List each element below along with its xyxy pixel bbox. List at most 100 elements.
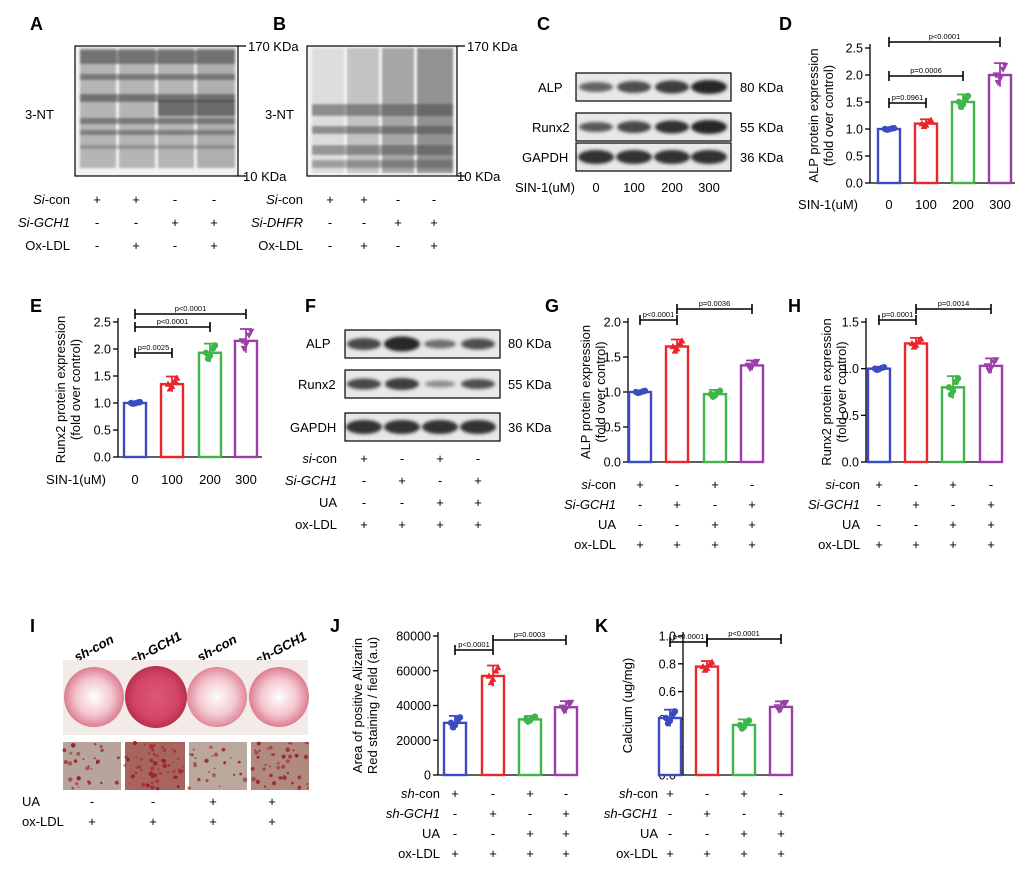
chart-g-cond-sign-4-2: + <box>673 537 681 552</box>
chart-k-point <box>745 717 753 724</box>
blot-c-gapdh-band-4 <box>691 150 727 164</box>
chart-j-cond-sign-4-2: + <box>489 846 497 861</box>
blot-c-lane-3: 200 <box>661 180 683 195</box>
stain-speck <box>176 785 180 788</box>
chart-k-ytick-label-5: 0.8 <box>659 657 676 671</box>
chart-k-point <box>708 658 716 665</box>
stain-speck <box>276 761 280 765</box>
stain-speck <box>230 756 232 759</box>
micrograph-3 <box>189 742 247 790</box>
blot-c-kda-alp: 80 KDa <box>740 80 784 95</box>
chart-k-cond-label-4: ox-LDL <box>616 846 658 861</box>
blot-f-row-sign-1-1: + <box>360 451 368 466</box>
blot-c-gapdh-band-3 <box>654 150 690 164</box>
chart-d-point <box>996 76 1004 83</box>
chart-h-point <box>987 365 995 372</box>
chart-j: 0 20000 40000 60000 80000 Area of positive Al… <box>350 630 579 861</box>
chart-h-cond-label-4: ox-LDL <box>818 537 860 552</box>
stain-speck <box>157 768 160 771</box>
stain-speck <box>140 757 143 761</box>
blot-f-band-runx2: Runx2 <box>298 377 336 392</box>
blot-f-gapdh-band-4 <box>460 420 496 434</box>
panel-letter-i: I <box>30 616 35 636</box>
stain-speck <box>267 747 269 750</box>
stain-speck <box>306 782 309 786</box>
chart-j-cond-sign-4-1: + <box>451 846 459 861</box>
blot-a-smear <box>80 48 235 168</box>
chart-j-cond-label-1: sh-con <box>401 786 440 801</box>
stain-speck <box>152 761 158 766</box>
chart-j-point <box>485 672 493 679</box>
stain-speck <box>63 760 68 764</box>
chart-g-cond-sign-4-4: + <box>748 537 756 552</box>
stain-speck <box>298 785 302 789</box>
chart-g-point <box>716 387 724 394</box>
chart-g-point <box>636 389 644 396</box>
chart-k-point <box>773 704 781 711</box>
chart-e-ytick-label-4: 1.5 <box>94 370 111 384</box>
stain-speck <box>93 757 96 760</box>
blot-f-runx2-band-4 <box>461 379 495 389</box>
chart-j-pvalue-1: p<0.0001 <box>458 640 490 649</box>
chart-e-pvalue-2: p<0.0001 <box>157 317 189 326</box>
chart-j-point <box>456 714 464 721</box>
stain-speck <box>254 749 257 752</box>
blot-b-band-label: 3-NT <box>265 107 294 122</box>
blot-c-alp-band-3 <box>655 80 689 94</box>
blot-b-row-sign-2-1: - <box>328 215 332 230</box>
chart-g-cond-sign-1-2: - <box>675 477 679 492</box>
blot-f-kda-gapdh: 36 KDa <box>508 420 552 435</box>
chart-d-bar-1 <box>876 127 902 185</box>
chart-d-bar-2 <box>913 122 939 185</box>
blot-f-alp-band-1 <box>347 338 381 350</box>
stain-speck <box>172 761 175 763</box>
chart-e-point <box>206 352 214 359</box>
stain-speck <box>149 744 154 749</box>
chart-e-ytick-label-1: 0.0 <box>94 451 111 465</box>
blot-c-gapdh-band-1 <box>578 150 614 164</box>
chart-g-cond-label-3: UA <box>598 517 616 532</box>
chart-g-cond-sign-1-4: - <box>750 477 754 492</box>
blot-f-row-sign-2-1: - <box>362 473 366 488</box>
blot-a-row-sign-3-2: + <box>132 238 140 253</box>
stain-speck <box>291 781 294 785</box>
chart-e-pvalue-3: p<0.0001 <box>175 304 207 313</box>
stain-speck <box>150 766 155 771</box>
chart-d-point <box>1001 62 1009 70</box>
chart-j-cond-sign-1-1: + <box>451 786 459 801</box>
chart-h-point <box>954 375 962 382</box>
chart-h-point <box>992 357 1000 364</box>
blot-f-row-sign-4-4: + <box>474 517 482 532</box>
chart-d-xtick-label-2: 100 <box>915 197 937 212</box>
stain-speck <box>190 753 194 757</box>
chart-g-pvalue-2: p=0.0036 <box>699 299 731 308</box>
blot-b-row-sign-1-3: - <box>396 192 400 207</box>
chart-d-pvalue-3: p<0.0001 <box>929 32 961 41</box>
blot-c-xlabel: SIN-1(uM) <box>515 180 575 195</box>
blot-a-row-sign-2-1: - <box>95 215 99 230</box>
chart-j-bar-1 <box>442 721 468 777</box>
image-row-sign-2-3: + <box>209 814 217 829</box>
stain-speck <box>288 742 291 745</box>
stain-speck <box>288 754 293 759</box>
blot-c-alp-band-2 <box>617 81 651 93</box>
chart-e-bar-2 <box>159 382 185 459</box>
chart-j-ytick-label-3: 40000 <box>396 699 431 713</box>
chart-k-point <box>782 699 790 707</box>
chart-k-cond-sign-1-4: - <box>779 786 783 801</box>
chart-e-ytick-label-5: 2.0 <box>94 343 111 357</box>
chart-d-ytick-label-6: 2.5 <box>846 42 863 56</box>
dish-4 <box>249 667 309 727</box>
micrograph-1 <box>63 742 121 790</box>
stain-speck <box>197 777 201 782</box>
chart-k-ytick-label-4: 0.6 <box>659 685 676 699</box>
chart-h-cond-sign-3-1: - <box>877 517 881 532</box>
stain-speck <box>82 758 85 760</box>
dish-2 <box>125 666 187 728</box>
blot-f-alp-band-3 <box>424 339 456 349</box>
blot-f-row-sign-3-2: - <box>400 495 404 510</box>
chart-k-cond-sign-2-1: - <box>668 806 672 821</box>
chart-e-bar-1 <box>122 401 148 459</box>
blot-f-row-label-3: UA <box>319 495 337 510</box>
stain-speck <box>270 753 274 756</box>
